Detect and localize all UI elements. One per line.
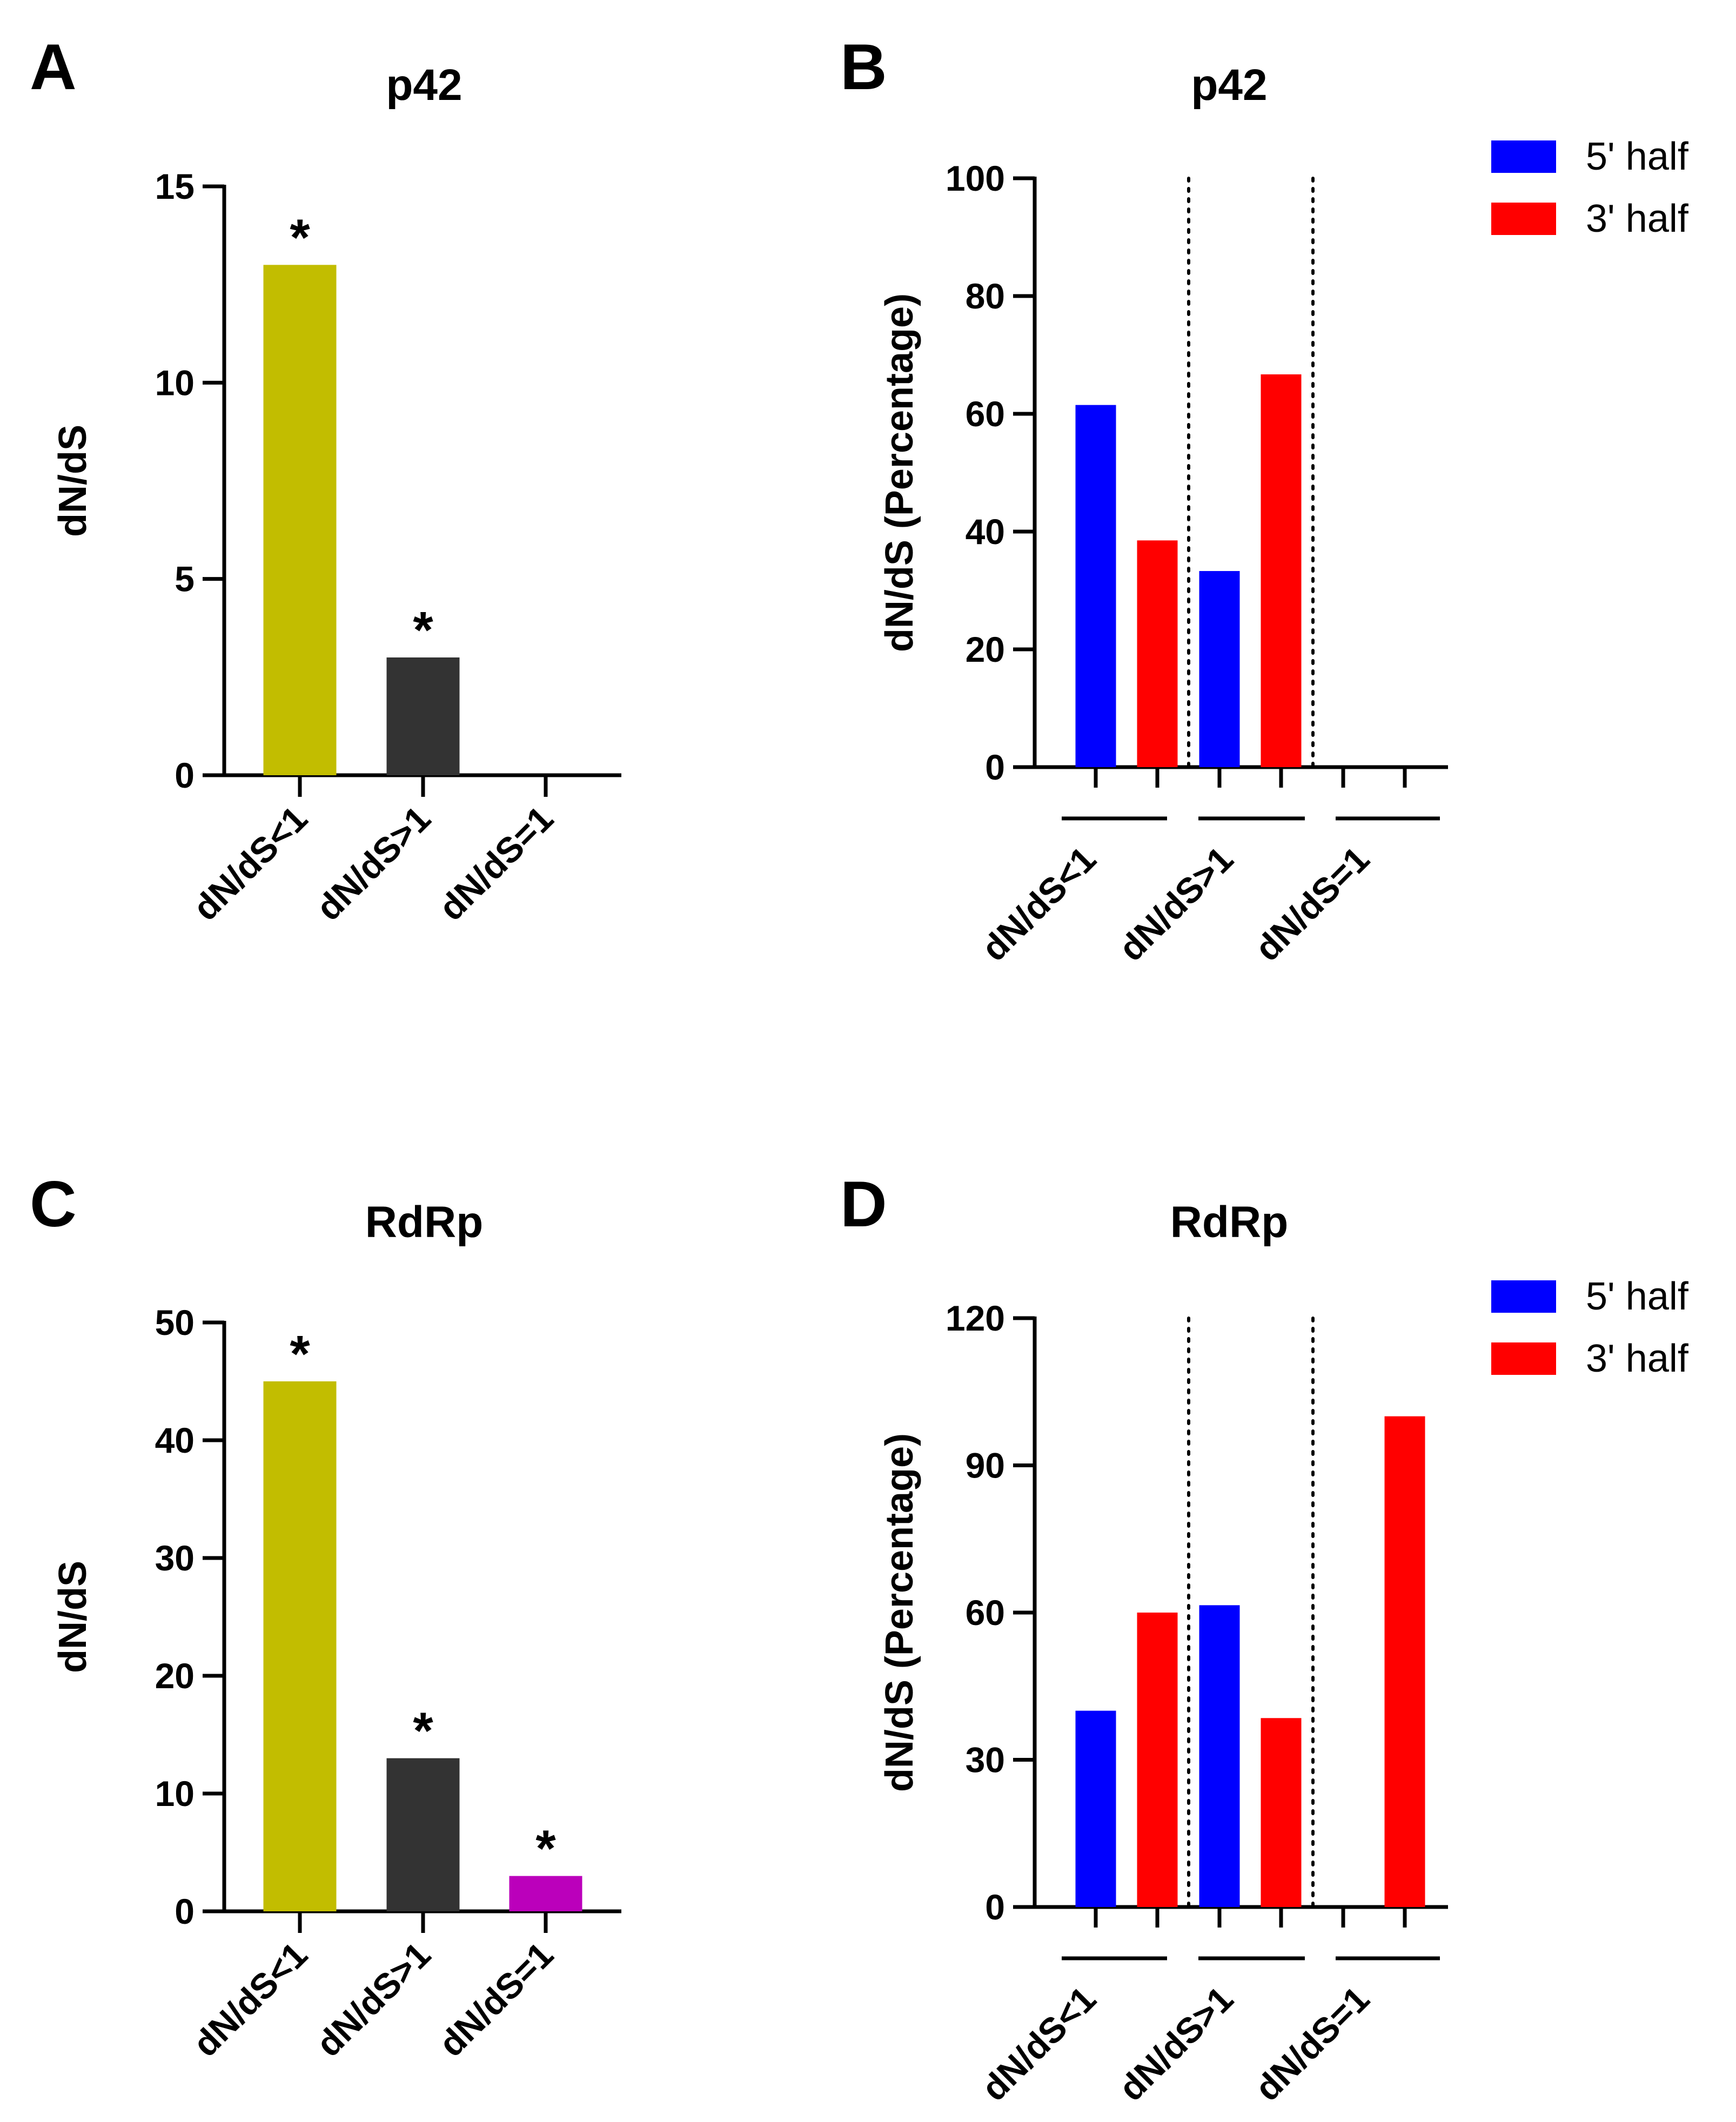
bar-5' half-dN/dS>1 <box>1199 1605 1240 1907</box>
panel-d: D RdRp dN/dS (Percentage) 0 30 60 90 120 dN/dS<1… <box>840 1168 1689 2108</box>
legend-label: 3' half <box>1586 197 1689 240</box>
category-label: dN/dS=1 <box>431 798 561 928</box>
y-tick-label: 90 <box>966 1446 1005 1486</box>
y-tick-label: 0 <box>985 1887 1005 1927</box>
category-label: dN/dS<1 <box>185 798 315 928</box>
bar-5' half-dN/dS<1 <box>1075 1710 1116 1907</box>
bar-dN/dS<1 <box>263 1381 337 1911</box>
legend-label: 5' half <box>1586 1275 1689 1318</box>
bar-dN/dS<1 <box>263 265 337 775</box>
y-tick-label: 120 <box>946 1298 1005 1338</box>
y-tick-label: 80 <box>966 276 1005 316</box>
category-label: dN/dS<1 <box>974 839 1103 969</box>
category-label: dN/dS>1 <box>309 1935 438 2064</box>
category-label: dN/dS>1 <box>1111 1979 1241 2108</box>
bar-3' half-dN/dS=1 <box>1384 1416 1425 1907</box>
significance-star: * <box>535 1820 556 1878</box>
panel-letter: C <box>30 1168 77 1240</box>
bar-3' half-dN/dS>1 <box>1261 1718 1302 1907</box>
legend-label: 3' half <box>1586 1337 1689 1380</box>
y-tick-label: 40 <box>966 512 1005 552</box>
panel-title: p42 <box>386 61 462 110</box>
y-tick-label: 0 <box>175 755 195 795</box>
y-tick-label: 10 <box>155 1774 195 1814</box>
y-tick-label: 40 <box>155 1420 195 1460</box>
category-label: dN/dS>1 <box>309 798 438 928</box>
bar-5' half-dN/dS<1 <box>1075 405 1116 767</box>
y-tick-label: 20 <box>155 1656 195 1696</box>
legend-swatch <box>1491 140 1556 173</box>
category-label: dN/dS<1 <box>185 1935 315 2064</box>
category-label: dN/dS=1 <box>1247 1979 1377 2108</box>
significance-star: * <box>413 601 433 659</box>
y-tick-label: 0 <box>175 1891 195 1931</box>
category-label: dN/dS>1 <box>1111 839 1241 969</box>
bar-5' half-dN/dS>1 <box>1199 571 1240 767</box>
y-tick-label: 60 <box>966 1593 1005 1633</box>
bar-3' half-dN/dS>1 <box>1261 374 1302 767</box>
bar-3' half-dN/dS<1 <box>1137 1613 1178 1907</box>
bar-3' half-dN/dS<1 <box>1137 540 1178 767</box>
panel-letter: B <box>840 31 887 103</box>
panel-title: p42 <box>1191 61 1267 110</box>
y-tick-label: 10 <box>155 362 195 402</box>
y-tick-label: 30 <box>155 1538 195 1578</box>
legend-swatch <box>1491 203 1556 235</box>
panel-letter: A <box>30 31 77 103</box>
y-tick-label: 5 <box>175 559 195 599</box>
legend: 5' half 3' half <box>1491 135 1689 240</box>
y-tick-label: 100 <box>946 158 1005 198</box>
panel-title: RdRp <box>365 1198 484 1247</box>
panel-letter: D <box>840 1168 887 1240</box>
category-label: dN/dS=1 <box>431 1935 561 2064</box>
legend: 5' half 3' half <box>1491 1275 1689 1380</box>
significance-star: * <box>290 1325 310 1383</box>
legend-label: 5' half <box>1586 135 1689 178</box>
y-tick-label: 60 <box>966 394 1005 434</box>
y-axis-label: dN/dS (Percentage) <box>878 1433 921 1792</box>
legend-swatch <box>1491 1342 1556 1375</box>
bar-dN/dS>1 <box>386 1758 460 1911</box>
y-tick-label: 0 <box>985 747 1005 787</box>
y-tick-label: 20 <box>966 629 1005 669</box>
significance-star: * <box>413 1702 433 1760</box>
legend-swatch <box>1491 1280 1556 1313</box>
bar-dN/dS=1 <box>509 1876 582 1911</box>
significance-star: * <box>290 209 310 266</box>
panel-c: C RdRp dN/dS 0 10 20 30 40 50 * dN/dS<1 * dN/dS>1 * dN… <box>30 1168 621 2064</box>
bar-dN/dS>1 <box>386 657 460 775</box>
y-axis-label: dN/dS (Percentage) <box>878 293 921 652</box>
y-tick-label: 15 <box>155 166 195 206</box>
y-axis-label: dN/dS <box>51 425 95 537</box>
y-tick-label: 30 <box>966 1740 1005 1780</box>
y-axis-label: dN/dS <box>51 1561 95 1673</box>
category-label: dN/dS=1 <box>1247 839 1377 969</box>
panel-title: RdRp <box>1170 1198 1289 1247</box>
category-label: dN/dS<1 <box>974 1979 1103 2108</box>
y-tick-label: 50 <box>155 1302 195 1342</box>
